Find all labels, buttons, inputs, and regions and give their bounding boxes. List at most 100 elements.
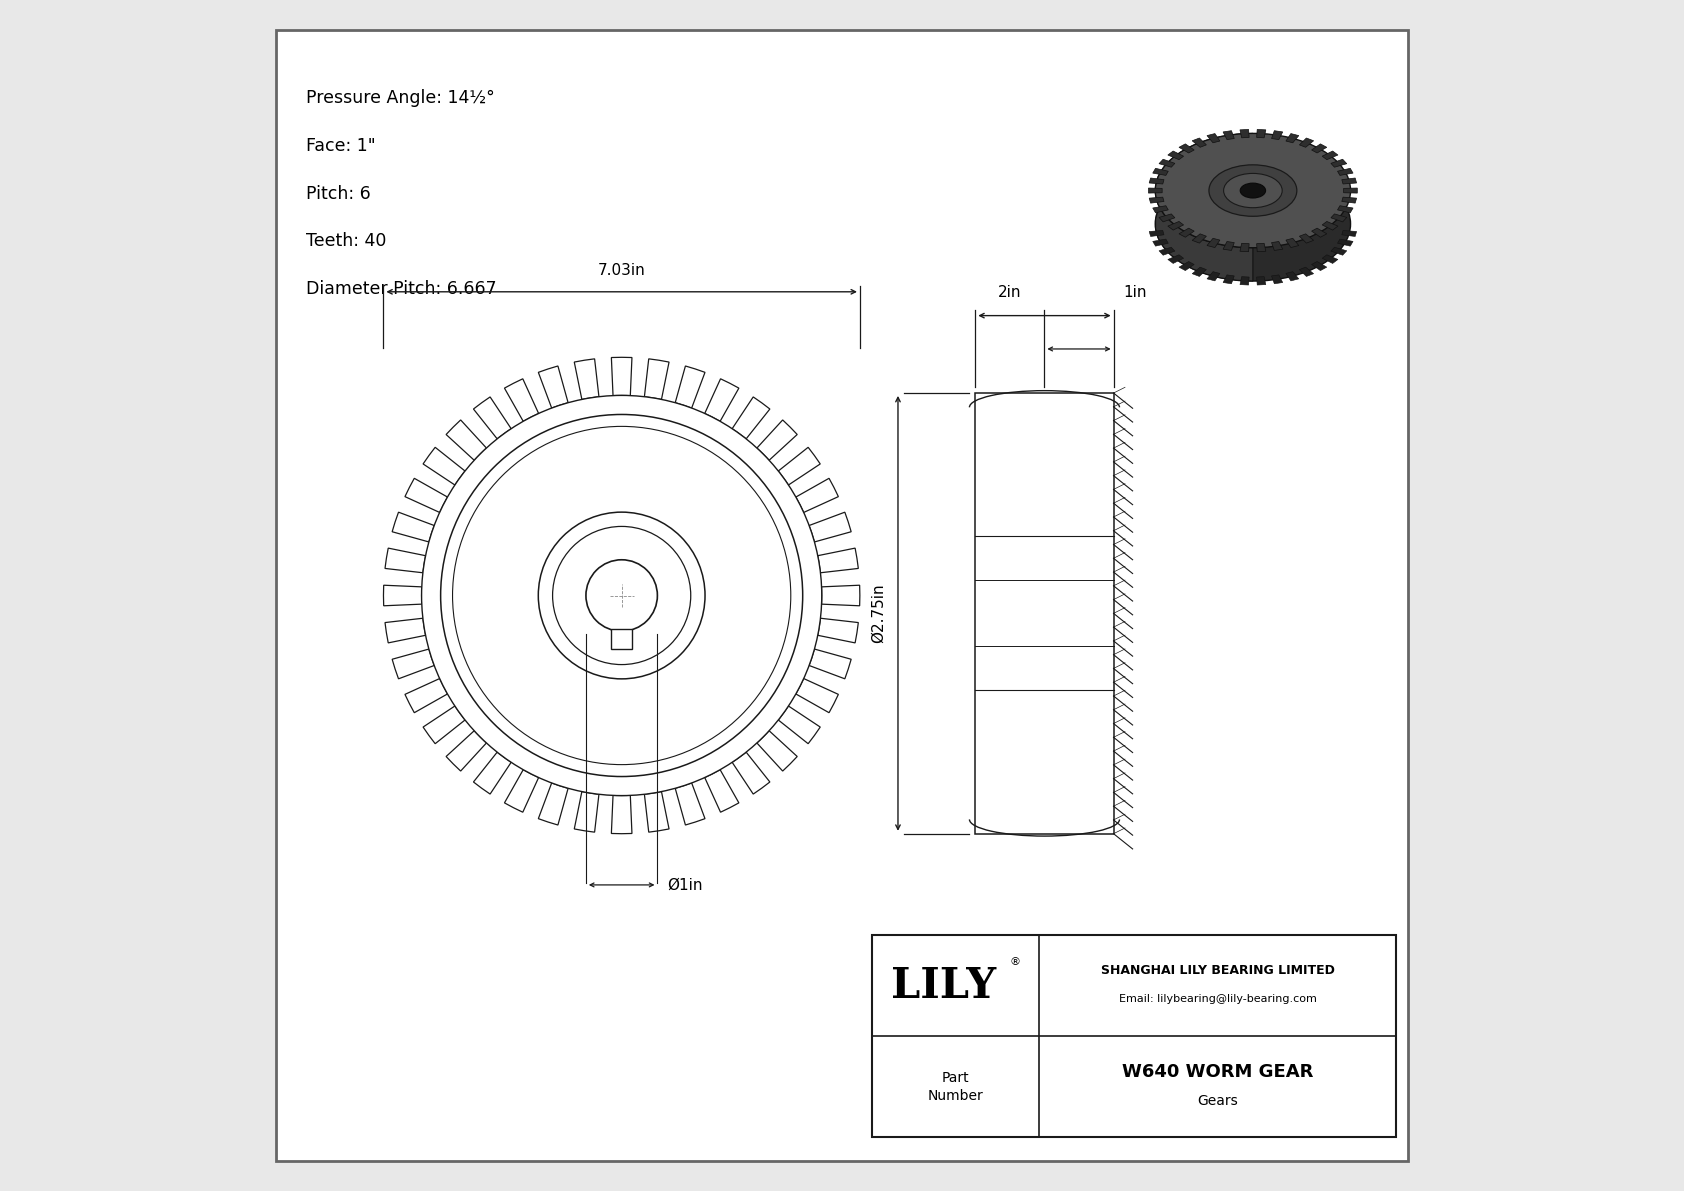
Polygon shape <box>1322 151 1339 160</box>
Polygon shape <box>423 706 465 743</box>
Polygon shape <box>473 397 512 438</box>
Polygon shape <box>1148 231 1164 237</box>
Polygon shape <box>1256 243 1266 251</box>
Text: Teeth: 40: Teeth: 40 <box>306 232 386 250</box>
Polygon shape <box>778 448 820 485</box>
Polygon shape <box>1179 229 1194 237</box>
Polygon shape <box>733 397 770 438</box>
Polygon shape <box>386 548 426 573</box>
Circle shape <box>586 560 657 631</box>
Polygon shape <box>704 769 739 812</box>
Polygon shape <box>756 731 797 771</box>
Polygon shape <box>1167 222 1184 230</box>
Polygon shape <box>645 358 669 399</box>
Polygon shape <box>1223 131 1234 139</box>
Text: 1in: 1in <box>1123 285 1147 300</box>
Polygon shape <box>392 512 434 542</box>
Polygon shape <box>404 479 448 512</box>
Polygon shape <box>574 358 600 399</box>
Text: Email: lilybearing@lily-bearing.com: Email: lilybearing@lily-bearing.com <box>1118 993 1317 1004</box>
Polygon shape <box>1154 206 1169 213</box>
Text: Diameter Pitch: 6.667: Diameter Pitch: 6.667 <box>306 280 497 298</box>
Polygon shape <box>1223 242 1234 250</box>
Polygon shape <box>1239 276 1250 285</box>
Polygon shape <box>404 679 448 712</box>
Polygon shape <box>1337 206 1352 213</box>
Polygon shape <box>446 420 487 460</box>
Polygon shape <box>1287 238 1298 248</box>
Ellipse shape <box>1224 174 1282 207</box>
Polygon shape <box>756 420 797 460</box>
Polygon shape <box>1344 188 1357 193</box>
Polygon shape <box>1300 233 1314 243</box>
Polygon shape <box>1148 177 1164 183</box>
Polygon shape <box>1256 276 1266 285</box>
Polygon shape <box>505 769 539 812</box>
Polygon shape <box>1223 275 1234 283</box>
Polygon shape <box>1322 222 1339 230</box>
Polygon shape <box>1330 248 1347 255</box>
Polygon shape <box>1271 242 1283 250</box>
Polygon shape <box>1300 138 1314 148</box>
Bar <box>611 629 633 649</box>
Polygon shape <box>808 649 850 679</box>
Polygon shape <box>1337 239 1352 247</box>
Polygon shape <box>818 618 859 643</box>
Polygon shape <box>1159 214 1175 222</box>
Polygon shape <box>1159 248 1175 255</box>
Text: Ø2.75in: Ø2.75in <box>871 584 886 643</box>
Polygon shape <box>778 706 820 743</box>
Polygon shape <box>1159 160 1175 167</box>
Polygon shape <box>423 448 465 485</box>
Polygon shape <box>1271 275 1283 283</box>
Polygon shape <box>675 366 706 409</box>
Text: Pitch: 6: Pitch: 6 <box>306 185 370 202</box>
Polygon shape <box>1322 255 1339 263</box>
Polygon shape <box>1154 168 1169 175</box>
Polygon shape <box>1192 233 1206 243</box>
Ellipse shape <box>1155 167 1351 281</box>
Polygon shape <box>1239 243 1250 251</box>
Text: SHANGHAI LILY BEARING LIMITED: SHANGHAI LILY BEARING LIMITED <box>1101 964 1335 977</box>
Ellipse shape <box>1239 183 1266 198</box>
Polygon shape <box>574 792 600 833</box>
Ellipse shape <box>1155 133 1351 248</box>
Polygon shape <box>1207 272 1219 281</box>
Circle shape <box>539 512 706 679</box>
Polygon shape <box>1179 144 1194 152</box>
Polygon shape <box>704 379 739 422</box>
Polygon shape <box>1207 238 1219 248</box>
Polygon shape <box>1179 262 1194 270</box>
Polygon shape <box>818 548 859 573</box>
Circle shape <box>421 395 822 796</box>
Polygon shape <box>1148 198 1164 204</box>
Polygon shape <box>1167 151 1184 160</box>
Text: ®: ® <box>1009 956 1021 967</box>
Polygon shape <box>1337 168 1352 175</box>
Polygon shape <box>539 366 568 409</box>
Polygon shape <box>1192 267 1206 276</box>
Polygon shape <box>1148 188 1162 193</box>
Polygon shape <box>808 512 850 542</box>
Polygon shape <box>392 649 434 679</box>
Text: 2in: 2in <box>999 285 1022 300</box>
Polygon shape <box>645 792 669 833</box>
Text: W640 WORM GEAR: W640 WORM GEAR <box>1122 1064 1314 1081</box>
Polygon shape <box>505 379 539 422</box>
Bar <box>872 935 1396 1137</box>
Text: Pressure Angle: 14½°: Pressure Angle: 14½° <box>306 89 495 107</box>
Text: Gears: Gears <box>1197 1095 1238 1108</box>
Polygon shape <box>1239 130 1250 138</box>
Polygon shape <box>446 731 487 771</box>
Polygon shape <box>1167 255 1184 263</box>
Polygon shape <box>1312 229 1327 237</box>
Polygon shape <box>1155 133 1253 281</box>
Polygon shape <box>1300 267 1314 276</box>
Polygon shape <box>611 796 632 834</box>
Polygon shape <box>1154 239 1169 247</box>
Polygon shape <box>473 753 512 794</box>
Polygon shape <box>1342 198 1357 204</box>
Text: Part
Number: Part Number <box>928 1071 983 1103</box>
Polygon shape <box>1256 130 1266 138</box>
Polygon shape <box>1330 214 1347 222</box>
